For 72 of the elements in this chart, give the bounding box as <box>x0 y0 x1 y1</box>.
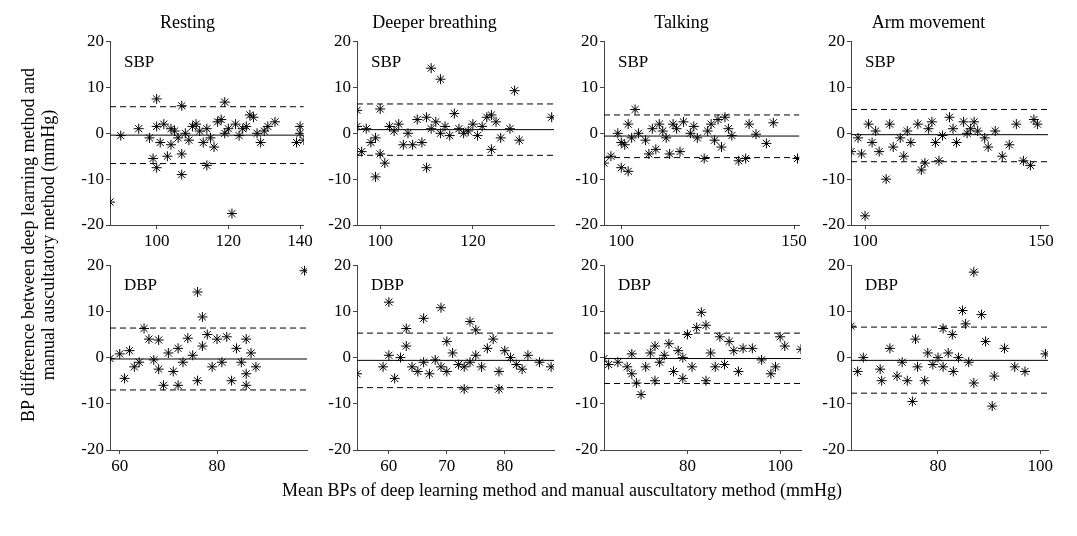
annotation: DBP <box>371 275 405 295</box>
y-tick-label: 0 <box>95 347 104 367</box>
x-tick-label: 100 <box>143 230 170 250</box>
x-tick-label: 100 <box>367 230 393 250</box>
y-tick-label: 10 <box>334 300 351 320</box>
x-tick-label: 100 <box>1027 455 1054 475</box>
y-tick-label: 20 <box>87 254 104 274</box>
annotation: SBP <box>865 51 896 71</box>
chart-title: Resting <box>159 11 216 32</box>
x-tick-label: 80 <box>678 455 696 475</box>
y-tick-label: -20 <box>81 214 104 234</box>
x-tick-label: 150 <box>1028 230 1054 250</box>
y-tick-label: -20 <box>328 214 351 234</box>
x-tick-label: 60 <box>380 455 398 475</box>
y-tick-label: -10 <box>575 168 598 188</box>
x-tick-label: 100 <box>608 230 635 250</box>
y-tick-label: -10 <box>822 168 845 188</box>
x-tick-label: 120 <box>460 230 486 250</box>
y-tick-label: -10 <box>575 393 598 413</box>
y-tick-label: -10 <box>81 168 104 188</box>
x-tick-label: 70 <box>438 455 456 475</box>
y-tick-label: 0 <box>95 122 104 142</box>
y-tick-label: 20 <box>334 254 351 274</box>
x-tick-label: 100 <box>767 455 793 475</box>
annotation: DBP <box>124 275 158 295</box>
x-axis-title: Mean BPs of deep learning method and manual auscultatory method (mmHg) <box>281 480 843 500</box>
x-tick-label: 100 <box>852 230 878 250</box>
chart-title: Talking <box>654 11 709 32</box>
x-tick-label: 80 <box>496 455 514 475</box>
y-tick-label: 20 <box>828 254 845 274</box>
x-tick-label: 140 <box>287 230 313 250</box>
y-tick-label: 0 <box>342 122 351 142</box>
annotation: SBP <box>371 51 402 71</box>
y-tick-label: 0 <box>342 347 351 367</box>
y-tick-label: 10 <box>87 300 104 320</box>
y-tick-label: 10 <box>581 300 598 320</box>
y-tick-label: -10 <box>81 393 104 413</box>
chart-title: Arm movement <box>871 11 986 32</box>
y-tick-label: -20 <box>575 439 598 459</box>
y-tick-label: 20 <box>334 31 351 51</box>
annotation: DBP <box>865 275 899 295</box>
x-tick-label: 60 <box>111 455 129 475</box>
y-tick-label: -10 <box>822 393 845 413</box>
y-tick-label: 0 <box>589 347 598 367</box>
y-tick-label: 10 <box>828 76 845 96</box>
annotation: SBP <box>124 51 155 71</box>
y-tick-label: 10 <box>87 76 104 96</box>
chart-title: Deeper breathing <box>372 11 497 32</box>
y-tick-label: -10 <box>328 168 351 188</box>
y-tick-label: -20 <box>575 214 598 234</box>
y-tick-label: 10 <box>581 76 598 96</box>
y-tick-label: -20 <box>822 214 845 234</box>
y-tick-label: 20 <box>87 31 104 51</box>
y-tick-label: 10 <box>828 300 845 320</box>
y-tick-label: -20 <box>328 439 351 459</box>
x-tick-label: 80 <box>208 455 226 475</box>
y-axis-title: BP difference between deep learning method and manual auscultatory method (mmHg) <box>18 67 58 424</box>
y-tick-label: 20 <box>581 254 598 274</box>
x-tick-label: 120 <box>215 230 242 250</box>
y-tick-label: 10 <box>334 76 351 96</box>
y-tick-label: 0 <box>589 122 598 142</box>
annotation: SBP <box>618 51 649 71</box>
annotation: DBP <box>618 275 652 295</box>
y-tick-label: 0 <box>836 347 845 367</box>
y-tick-label: -20 <box>81 439 104 459</box>
y-tick-label: -20 <box>822 439 845 459</box>
x-tick-label: 150 <box>781 230 807 250</box>
y-tick-label: 0 <box>836 122 845 142</box>
y-tick-label: -10 <box>328 393 351 413</box>
y-tick-label: 20 <box>828 31 845 51</box>
x-tick-label: 80 <box>929 455 947 475</box>
y-tick-label: 20 <box>581 31 598 51</box>
